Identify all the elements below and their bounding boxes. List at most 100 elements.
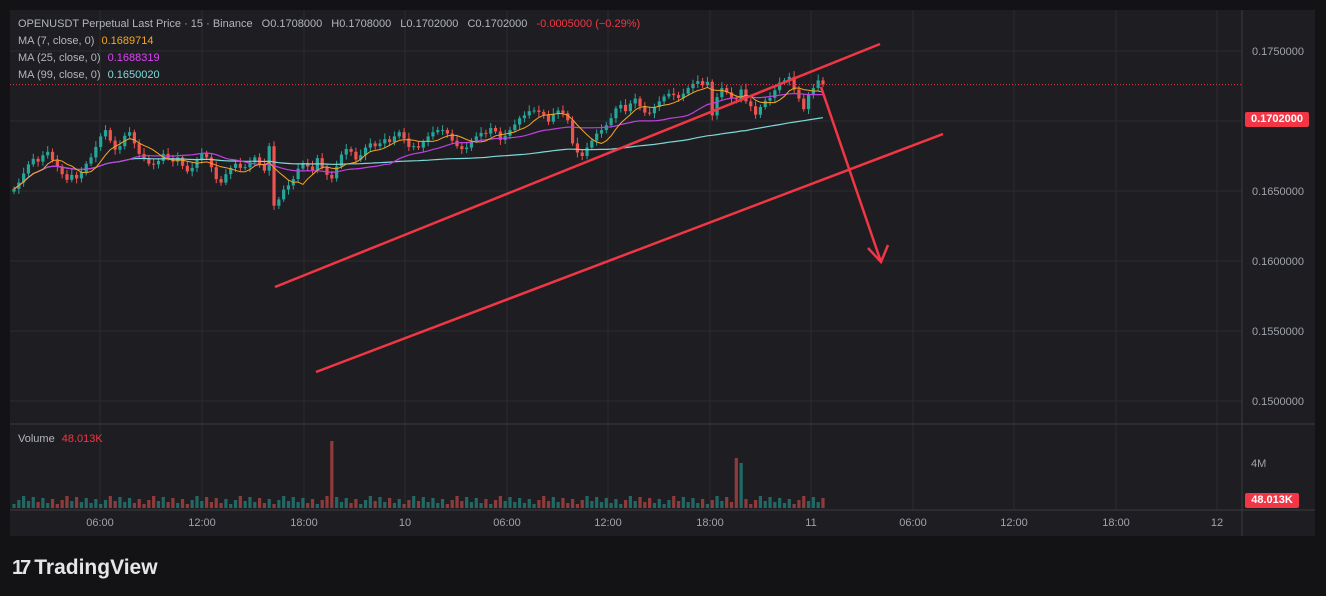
tradingview-brand[interactable]: 17 TradingView	[12, 556, 158, 580]
volume-bar	[575, 504, 580, 508]
volume-bar	[556, 502, 560, 508]
ohlc-change: -0.0005000 (−0.29%)	[536, 18, 641, 30]
candle-body	[219, 179, 223, 183]
volume-bar	[474, 498, 478, 508]
volume-bar	[200, 501, 204, 508]
volume-bar	[802, 496, 806, 508]
ma25-line	[13, 93, 823, 190]
volume-bar	[257, 498, 262, 508]
volume-bar	[147, 500, 151, 508]
volume-bar	[421, 497, 425, 508]
volume-bar	[648, 498, 652, 508]
candle-body	[180, 157, 185, 166]
price-tick-label: 0.1500000	[1252, 396, 1304, 408]
volume-bar	[243, 501, 247, 508]
candle-body	[725, 88, 729, 93]
volume-bar	[705, 504, 710, 508]
price-tick-label: 0.1750000	[1252, 46, 1304, 58]
candle-body	[113, 140, 117, 150]
volume-bar	[26, 501, 31, 508]
candle-body	[561, 110, 565, 114]
candle-body	[691, 83, 695, 89]
volume-bar	[407, 500, 411, 508]
candle-body	[344, 149, 348, 155]
time-tick-label: 10	[399, 517, 411, 529]
ohlc-low: L0.1702000	[400, 18, 459, 30]
volume-bar	[296, 502, 300, 508]
ma25-legend[interactable]: MA (25, close, 0) 0.1688319	[18, 52, 160, 64]
ohlc-high: H0.1708000	[331, 18, 392, 30]
candle-body	[758, 107, 762, 115]
time-tick-label: 12:00	[1000, 517, 1028, 529]
volume-bar	[720, 501, 724, 508]
candle-body	[546, 114, 551, 122]
candle-body	[306, 163, 310, 167]
ma99-legend[interactable]: MA (99, close, 0) 0.1650020	[18, 69, 160, 81]
candle-body	[373, 143, 377, 147]
volume-bar	[537, 500, 541, 508]
ma99-label: MA (99, close, 0)	[18, 69, 101, 81]
candle-body	[729, 92, 734, 98]
volume-bar	[99, 504, 103, 508]
candle-body	[527, 111, 531, 116]
candle-body	[26, 164, 31, 174]
volume-bar	[335, 497, 339, 508]
candle-body	[686, 88, 690, 94]
volume-bar	[701, 499, 705, 508]
volume-last-badge: 48.013K	[1245, 493, 1299, 508]
volume-bar	[686, 502, 690, 508]
volume-bar	[79, 502, 84, 508]
candle-body	[397, 132, 401, 137]
volume-bar	[65, 496, 69, 508]
candle-body	[363, 147, 368, 156]
volume-legend[interactable]: Volume 48.013K	[18, 433, 103, 445]
volume-bar	[123, 502, 127, 508]
volume-bar	[426, 502, 430, 508]
volume-bar	[440, 499, 445, 508]
candle-body	[60, 166, 64, 175]
volume-bar	[219, 503, 223, 508]
candle-body	[749, 101, 753, 107]
volume-bar	[445, 504, 449, 508]
volume-bar	[662, 504, 666, 508]
candle-body	[474, 136, 478, 141]
candle-body	[701, 81, 705, 86]
volume-bar	[542, 496, 546, 508]
candle-body	[763, 100, 767, 107]
candle-body	[205, 153, 209, 158]
candle-body	[662, 96, 666, 102]
volume-bar	[561, 498, 565, 508]
candle-body	[229, 167, 233, 175]
volume-bar	[691, 498, 695, 508]
volume-bar	[272, 504, 276, 508]
volume-bar	[595, 497, 599, 508]
candle-body	[402, 132, 406, 139]
candle-body	[778, 82, 782, 91]
volume-bar	[782, 503, 787, 508]
volume-bar	[821, 498, 825, 508]
volume-bar	[12, 504, 16, 508]
candle-body	[75, 174, 79, 179]
candle-body	[156, 160, 161, 165]
volume-bar	[161, 497, 165, 508]
candle-body	[310, 166, 315, 170]
volume-bar	[209, 502, 214, 508]
ma7-legend[interactable]: MA (7, close, 0) 0.1689714	[18, 35, 153, 47]
ma25-value: 0.1688319	[107, 52, 160, 64]
candle-body	[277, 199, 281, 206]
volume-bar	[84, 498, 88, 508]
volume-bar	[392, 503, 397, 508]
volume-bar	[89, 503, 93, 508]
volume-bar	[676, 501, 681, 508]
brand-name: TradingView	[34, 556, 158, 579]
ma7-value: 0.1689714	[101, 35, 154, 47]
candle-body	[469, 140, 474, 148]
candle-body	[378, 143, 382, 147]
time-tick-label: 06:00	[899, 517, 927, 529]
volume-bar	[205, 497, 209, 508]
symbol-title: OPENUSDT Perpetual Last Price · 15 · Bin…	[18, 18, 253, 30]
candle-body	[633, 98, 637, 104]
volume-bar	[431, 498, 435, 508]
volume-bar	[729, 502, 734, 508]
